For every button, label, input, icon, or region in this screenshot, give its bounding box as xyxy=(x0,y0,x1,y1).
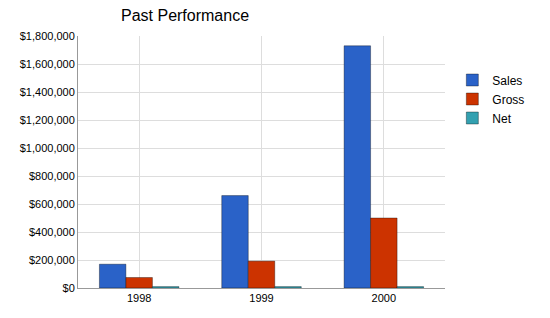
svg-text:$800,000: $800,000 xyxy=(29,170,75,182)
svg-text:$1,200,000: $1,200,000 xyxy=(20,114,75,126)
svg-text:Past Performance: Past Performance xyxy=(121,7,249,24)
svg-text:$1,600,000: $1,600,000 xyxy=(20,58,75,70)
svg-text:Gross: Gross xyxy=(492,93,524,107)
svg-text:$200,000: $200,000 xyxy=(29,254,75,266)
svg-text:1999: 1999 xyxy=(249,292,273,304)
svg-text:$400,000: $400,000 xyxy=(29,226,75,238)
svg-text:$1,400,000: $1,400,000 xyxy=(20,86,75,98)
svg-text:Net: Net xyxy=(492,112,511,126)
svg-text:$1,000,000: $1,000,000 xyxy=(20,142,75,154)
svg-text:$1,800,000: $1,800,000 xyxy=(20,30,75,42)
svg-text:$600,000: $600,000 xyxy=(29,198,75,210)
svg-text:1998: 1998 xyxy=(127,292,151,304)
svg-text:Sales: Sales xyxy=(492,74,522,88)
svg-text:2000: 2000 xyxy=(372,292,396,304)
svg-text:$0: $0 xyxy=(63,282,75,294)
